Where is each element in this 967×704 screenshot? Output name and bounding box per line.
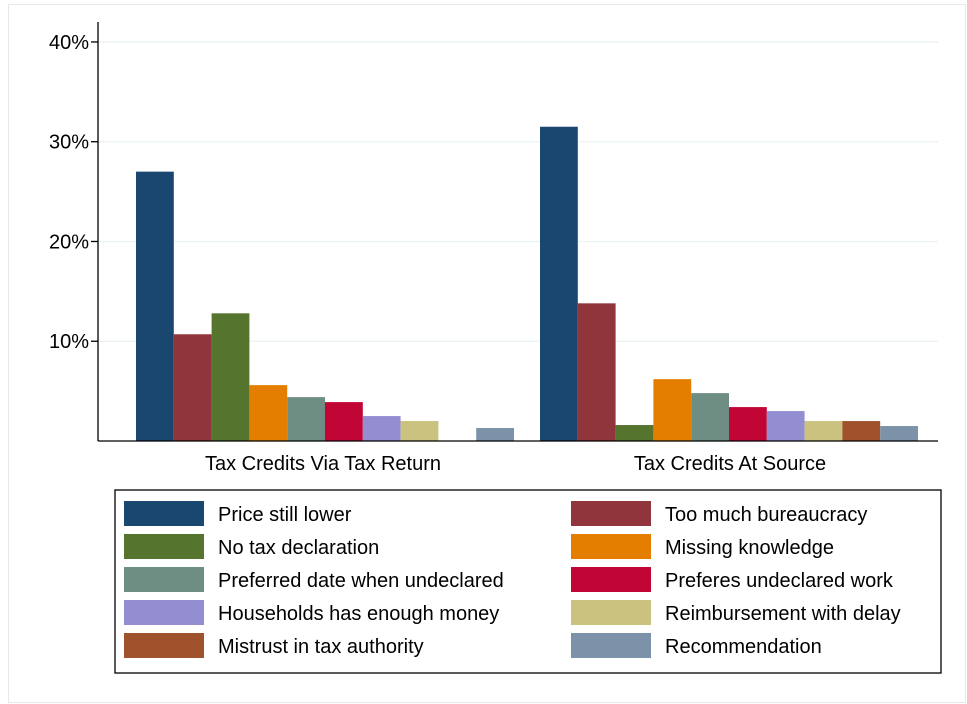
category-labels: Tax Credits Via Tax Return Tax Credits At… (205, 453, 826, 475)
gridlines (98, 41, 938, 342)
legend-label: Price still lower (218, 504, 352, 526)
bar (540, 126, 578, 441)
bar (211, 313, 250, 441)
bar (653, 379, 692, 441)
legend-swatch (571, 600, 651, 625)
bar (880, 426, 918, 441)
bars (136, 126, 918, 441)
bar (362, 416, 401, 441)
bar (173, 334, 212, 441)
legend-swatch (124, 534, 204, 559)
legend-label: Recommendation (665, 636, 822, 658)
legend: Price still lower Too much bureaucracy No … (124, 501, 901, 658)
legend-label: Preferred date when undeclared (218, 570, 504, 592)
x-category-label: Tax Credits Via Tax Return (205, 453, 441, 475)
bar (766, 411, 805, 441)
legend-swatch (571, 534, 651, 559)
bar (804, 421, 843, 441)
legend-swatch (571, 567, 651, 592)
legend-swatch (124, 633, 204, 658)
bar (729, 407, 767, 441)
legend-label: No tax declaration (218, 537, 379, 559)
x-category-label: Tax Credits At Source (634, 453, 826, 475)
legend-label: Mistrust in tax authority (218, 636, 424, 658)
legend-box (114, 489, 942, 674)
bar (842, 421, 881, 441)
y-tick-label: 40% (49, 32, 89, 54)
bar (249, 385, 288, 441)
y-tick-label: 10% (49, 331, 89, 353)
bar (136, 171, 174, 441)
bar (287, 397, 325, 441)
legend-swatch (124, 501, 204, 526)
legend-swatch (571, 501, 651, 526)
legend-label: Reimbursement with delay (665, 603, 901, 625)
bar (400, 421, 439, 441)
bar (577, 303, 616, 441)
y-tick-label: 20% (49, 231, 89, 253)
bar (691, 393, 729, 441)
legend-label: Missing knowledge (665, 537, 834, 559)
legend-swatch (124, 567, 204, 592)
legend-swatch (124, 600, 204, 625)
legend-swatch (571, 633, 651, 658)
bar (325, 402, 363, 441)
bar (476, 428, 514, 441)
legend-label: Too much bureaucracy (665, 504, 867, 526)
y-tick-label: 30% (49, 132, 89, 154)
legend-label: Preferes undeclared work (665, 570, 894, 592)
bar (615, 425, 654, 441)
legend-label: Households has enough money (218, 603, 499, 625)
y-ticks: 10% 20% 30% 40% (49, 32, 98, 353)
